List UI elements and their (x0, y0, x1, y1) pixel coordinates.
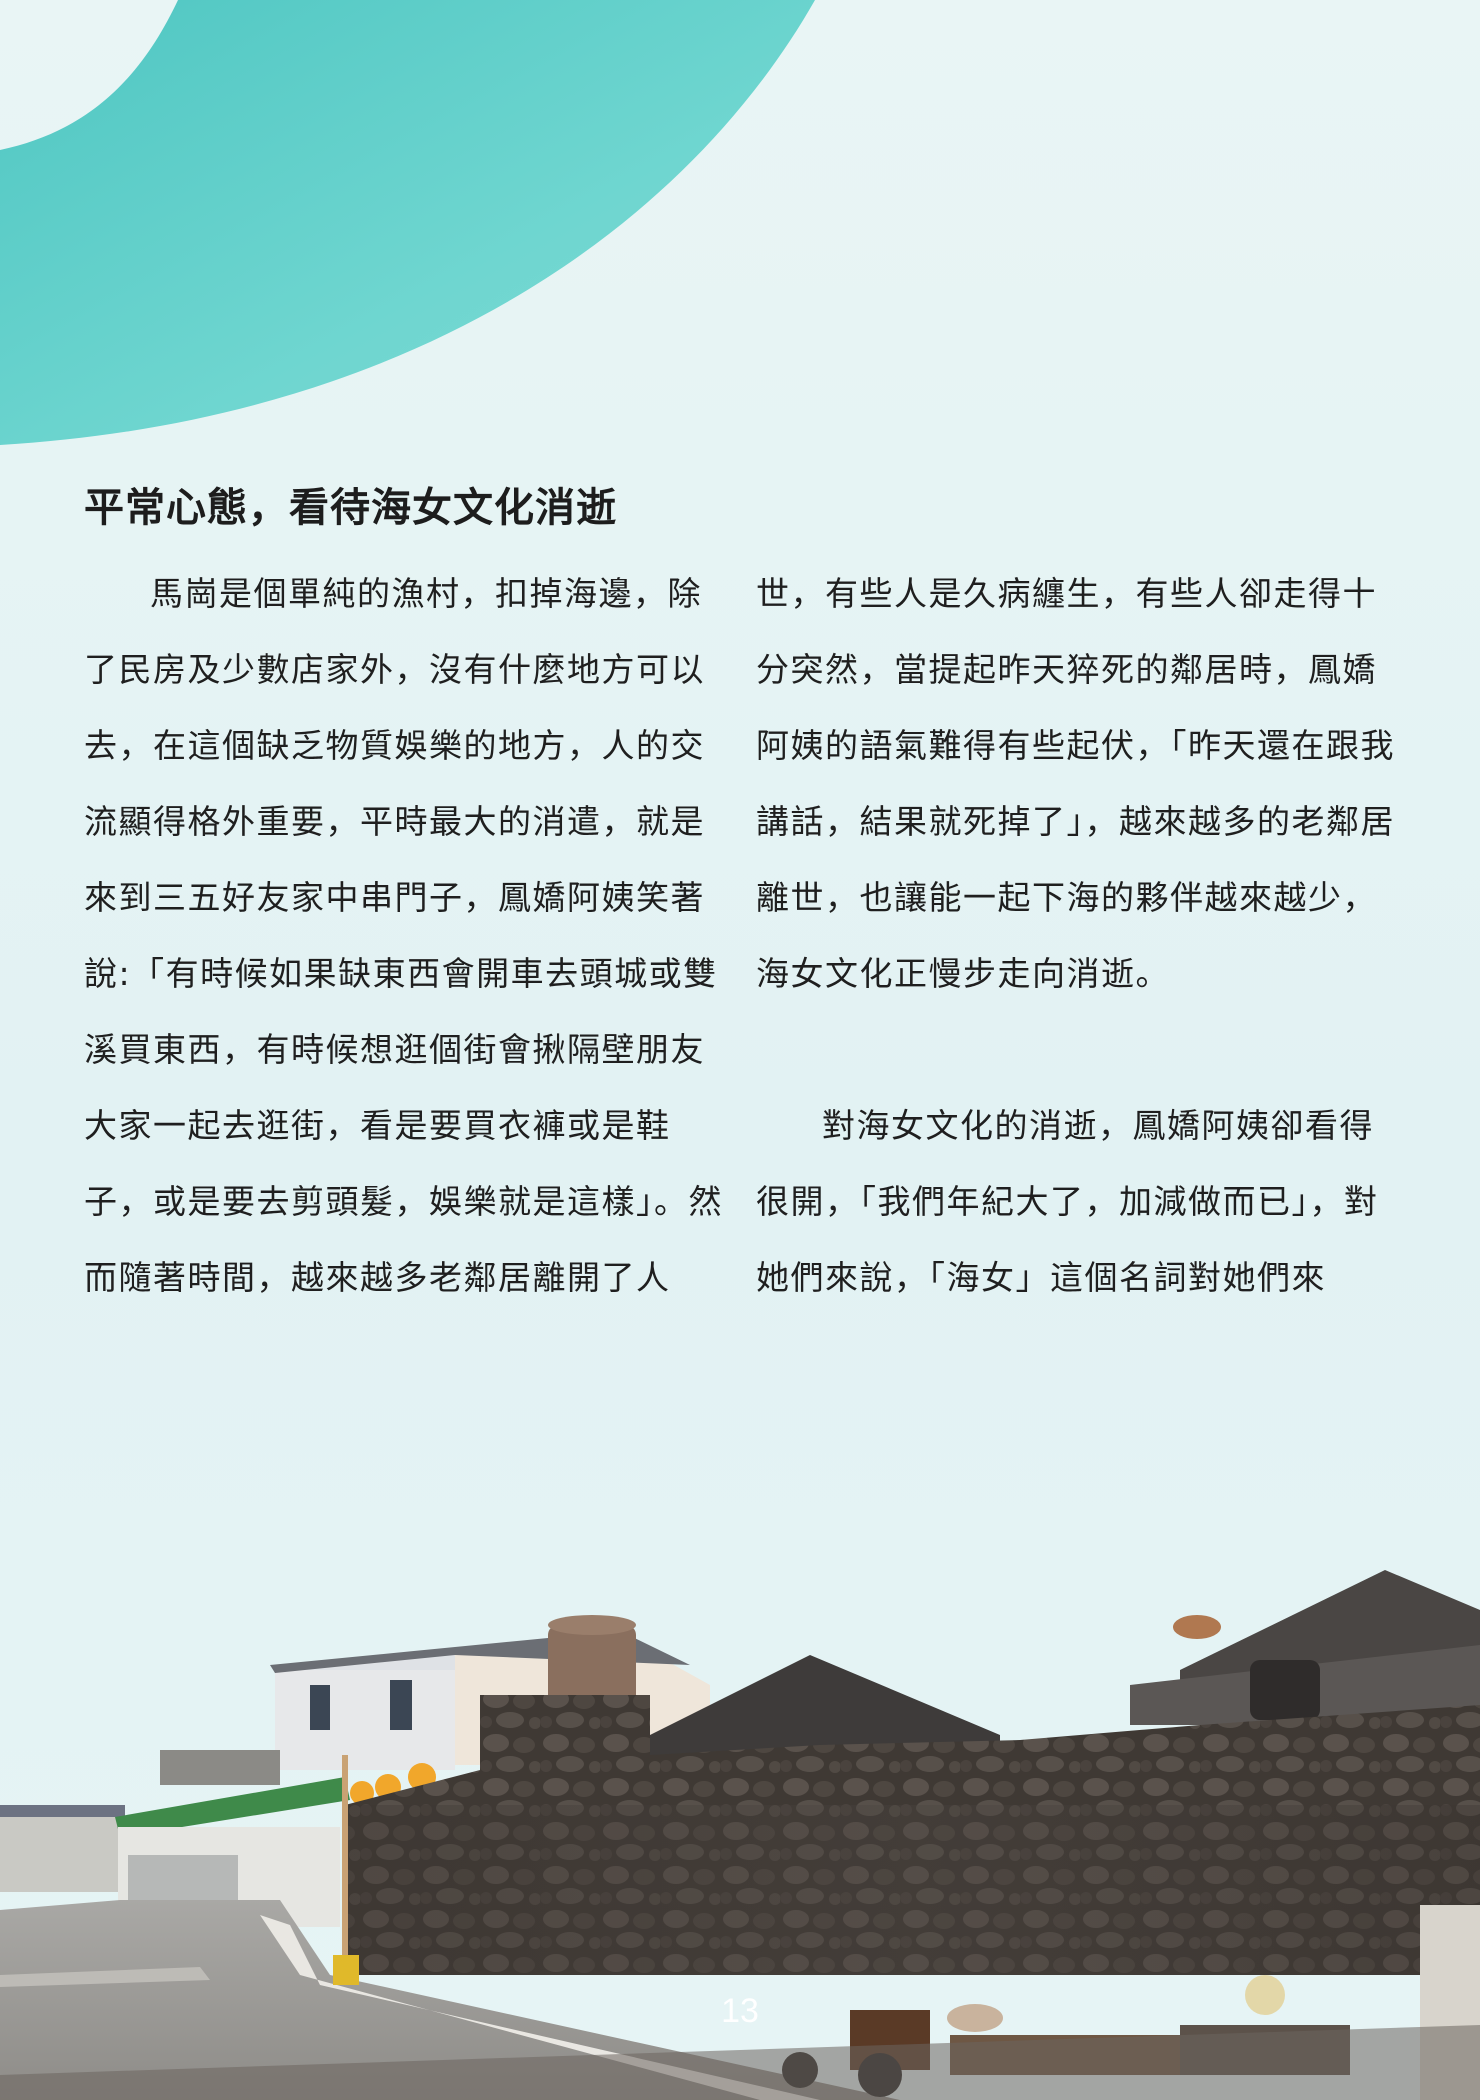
village-stone-wall-photo (0, 1570, 1480, 2100)
body-paragraph: 世，有些人是久病纏生，有些人卻走得十分突然，當提起昨天猝死的鄰居時，鳳嬌阿姨的語… (756, 574, 1395, 993)
page-number: 13 (721, 1992, 759, 2030)
decorative-teal-arc (0, 0, 815, 445)
left-column: 馬崗是個單純的漁村，扣掉海邊，除了民房及少數店家外，沒有什麼地方可以去，在這個缺… (84, 556, 724, 1316)
right-column: 世，有些人是久病纏生，有些人卻走得十分突然，當提起昨天猝死的鄰居時，鳳嬌阿姨的語… (756, 556, 1396, 1316)
body-paragraph: 對海女文化的消逝，鳳嬌阿姨卻看得很開，「我們年紀大了，加減做而已」，對她們來說，… (756, 1106, 1379, 1297)
section-title: 平常心態，看待海女文化消逝 (84, 485, 617, 531)
body-paragraph: 馬崗是個單純的漁村，扣掉海邊，除了民房及少數店家外，沒有什麼地方可以去，在這個缺… (84, 574, 723, 1297)
